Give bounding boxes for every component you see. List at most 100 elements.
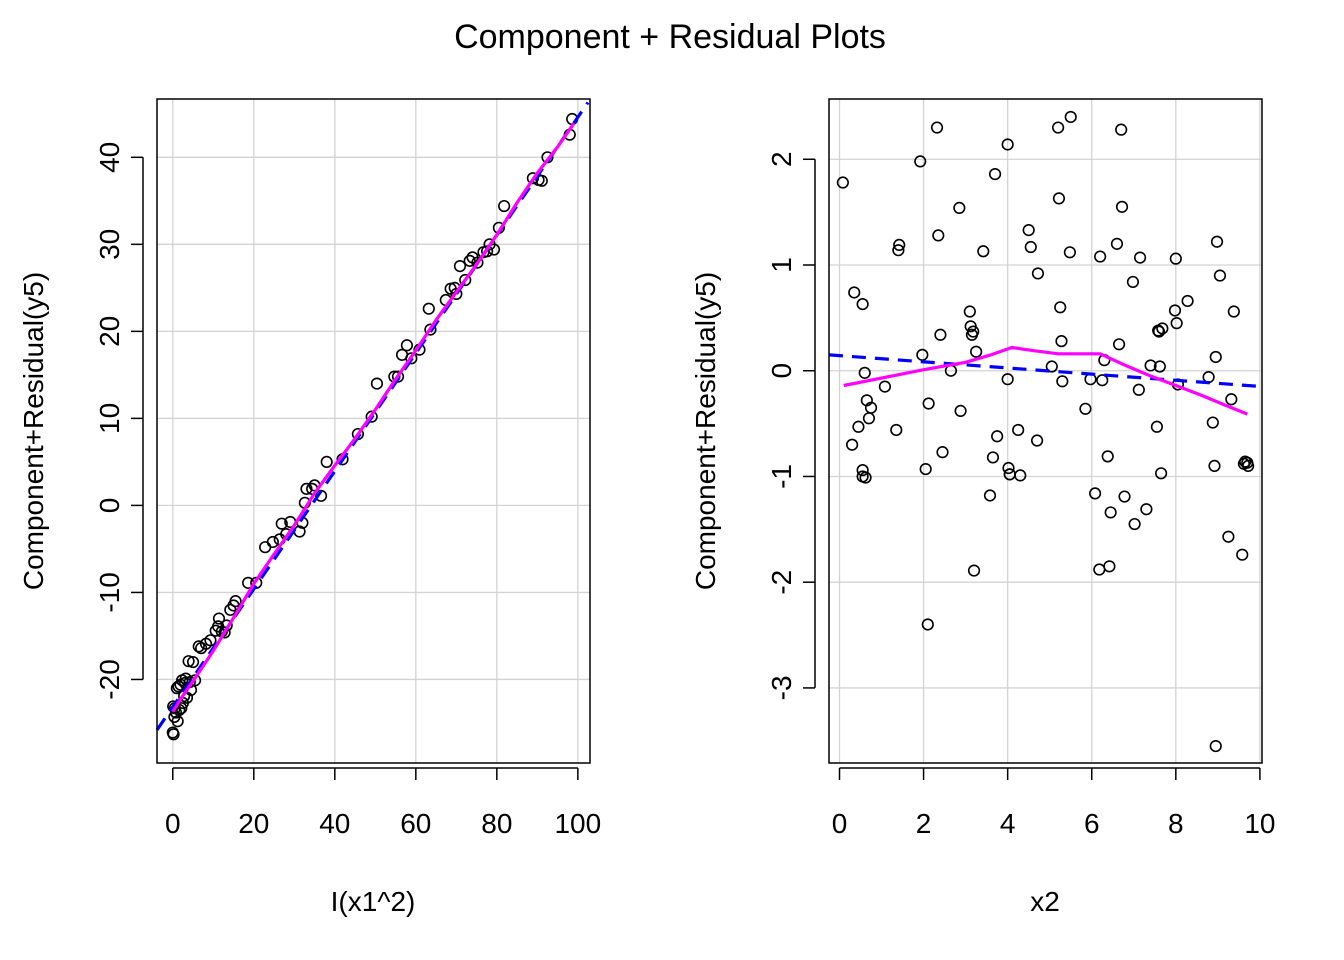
left-x-tick-label: 100 bbox=[554, 808, 601, 839]
right-smooth-line bbox=[843, 345, 1248, 416]
right-data-point bbox=[1115, 200, 1129, 213]
right-plot-frame bbox=[828, 98, 1263, 764]
right-data-point bbox=[1001, 138, 1014, 151]
left-data-point bbox=[370, 377, 384, 390]
right-data-point bbox=[1208, 459, 1221, 472]
right-data-point bbox=[1210, 235, 1224, 248]
left-data-point bbox=[498, 199, 511, 213]
right-data-point bbox=[1168, 304, 1182, 317]
right-data-point bbox=[1079, 402, 1092, 415]
left-y-tick-label: 10 bbox=[94, 403, 125, 434]
left-data-point bbox=[259, 541, 272, 554]
right-y-tick-label: -1 bbox=[766, 464, 797, 489]
right-data-point bbox=[1209, 739, 1222, 753]
right-data-point bbox=[1132, 383, 1145, 396]
right-data-point bbox=[1133, 251, 1147, 264]
right-data-point bbox=[1052, 192, 1066, 205]
left-x-tick-label: 20 bbox=[238, 808, 269, 839]
right-data-point bbox=[1118, 490, 1131, 503]
right-panel: 0 2 4 6 8 10 -3 -2 -1 0 1 2 x2 Component+Residual(y… bbox=[690, 98, 1275, 917]
right-data-point bbox=[892, 244, 905, 257]
right-data-point bbox=[1056, 375, 1069, 388]
right-data-point bbox=[1104, 506, 1117, 519]
right-x-tick-label: 10 bbox=[1244, 808, 1275, 839]
right-data-point bbox=[954, 404, 967, 418]
left-data-point bbox=[171, 715, 184, 728]
left-data-point bbox=[275, 517, 288, 530]
right-data-point bbox=[1236, 548, 1249, 561]
right-data-point bbox=[1014, 469, 1027, 482]
right-data-point bbox=[953, 201, 966, 215]
right-data-point bbox=[852, 420, 865, 433]
left-x-tick-label: 0 bbox=[165, 808, 181, 839]
left-data-point bbox=[450, 287, 463, 301]
right-data-point bbox=[1064, 110, 1077, 124]
right-data-point bbox=[919, 462, 932, 476]
right-data-point bbox=[1103, 560, 1116, 573]
right-data-point bbox=[846, 438, 859, 451]
right-data-point bbox=[890, 423, 903, 437]
right-data-point bbox=[1024, 240, 1037, 254]
right-data-point bbox=[967, 564, 981, 577]
left-data-point bbox=[405, 352, 418, 365]
left-data-point bbox=[218, 626, 231, 639]
left-x-tick-label: 60 bbox=[400, 808, 431, 839]
left-marks bbox=[155, 101, 590, 741]
right-ticks: 0 2 4 6 8 10 -3 -2 -1 0 1 2 bbox=[766, 151, 1275, 839]
right-data-point bbox=[862, 412, 876, 425]
left-data-point bbox=[400, 339, 414, 352]
right-data-point bbox=[1093, 563, 1106, 576]
left-panel: 0 20 40 60 80 100 -20 -10 0 10 20 30 40 I(x1^2) Comp… bbox=[18, 98, 601, 917]
right-data-point bbox=[932, 229, 945, 242]
right-data-point bbox=[991, 430, 1004, 443]
right-data-point bbox=[1156, 322, 1169, 335]
right-data-point bbox=[970, 345, 983, 358]
right-data-point bbox=[1128, 517, 1141, 531]
right-data-point bbox=[986, 451, 1000, 464]
right-data-point bbox=[858, 366, 871, 379]
right-data-point bbox=[1144, 359, 1157, 372]
right-data-point bbox=[967, 325, 980, 338]
right-data-point bbox=[1012, 423, 1025, 437]
right-data-point bbox=[1169, 252, 1182, 265]
left-data-point bbox=[320, 455, 333, 468]
right-data-point bbox=[856, 298, 869, 311]
right-data-point bbox=[1063, 246, 1076, 259]
right-data-point bbox=[864, 401, 878, 414]
right-data-point bbox=[1031, 267, 1045, 280]
right-data-point bbox=[1054, 301, 1067, 314]
right-data-point bbox=[1209, 350, 1222, 364]
left-data-point bbox=[182, 655, 195, 668]
left-data-point bbox=[186, 655, 200, 669]
left-plot-frame bbox=[156, 98, 591, 764]
right-data-point bbox=[1155, 467, 1168, 480]
left-data-point bbox=[541, 151, 554, 164]
right-marks bbox=[828, 110, 1263, 753]
right-data-point bbox=[1222, 530, 1235, 543]
right-data-point bbox=[1181, 294, 1194, 308]
right-data-point bbox=[988, 167, 1002, 181]
left-grid bbox=[157, 99, 590, 763]
left-data-point bbox=[212, 612, 226, 625]
left-y-tick-label: -20 bbox=[94, 659, 125, 699]
right-y-tick-label: 2 bbox=[766, 151, 797, 167]
left-data-point bbox=[172, 680, 185, 693]
left-x-axis-label: I(x1^2) bbox=[331, 886, 416, 917]
right-data-point bbox=[1022, 224, 1035, 237]
right-data-point bbox=[1052, 121, 1065, 134]
right-y-tick-label: -2 bbox=[766, 570, 797, 595]
right-data-point bbox=[1003, 468, 1016, 481]
right-data-point bbox=[856, 464, 869, 477]
right-x-tick-label: 0 bbox=[832, 808, 848, 839]
right-y-tick-label: 1 bbox=[766, 257, 797, 273]
right-data-point bbox=[922, 397, 935, 410]
right-data-point bbox=[1140, 503, 1153, 516]
left-data-point bbox=[266, 535, 279, 549]
right-data-point bbox=[1001, 373, 1014, 386]
left-x-tick-label: 80 bbox=[481, 808, 512, 839]
left-y-axis-label: Component+Residual(y5) bbox=[18, 272, 49, 590]
right-data-point bbox=[1115, 123, 1128, 136]
right-data-point bbox=[1030, 434, 1044, 447]
right-data-point bbox=[1150, 420, 1164, 433]
right-data-point bbox=[836, 176, 849, 189]
